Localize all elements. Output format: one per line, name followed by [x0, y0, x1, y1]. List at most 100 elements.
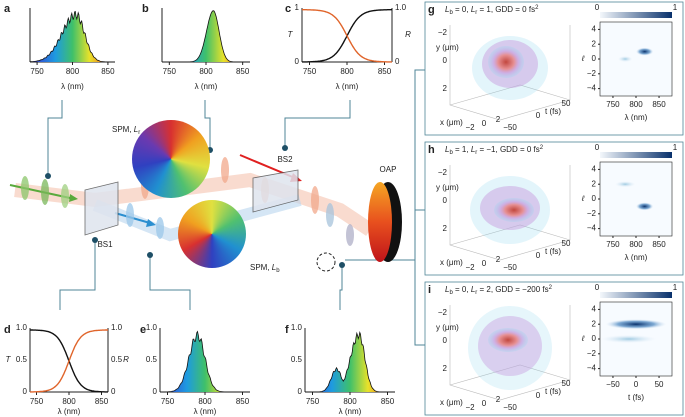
colorbar — [600, 292, 672, 298]
y2-tick-label: 0 — [395, 57, 400, 66]
x-tick-label: 850 — [381, 397, 395, 406]
y-tick-label: 0 — [443, 196, 448, 205]
reflection-curve — [30, 329, 108, 393]
x-tick-label: 0 — [482, 399, 487, 408]
subscript: b — [449, 150, 453, 156]
x-tick-label: 750 — [163, 67, 177, 76]
x-tick-label: 750 — [161, 397, 175, 406]
t-axis-label: t (fs) — [545, 247, 561, 256]
spectrum-fill — [160, 331, 250, 392]
subscript: b — [449, 290, 453, 296]
x-tick-label: −50 — [606, 380, 620, 389]
x-axis-label: t (fs) — [628, 393, 644, 402]
panel-label: b — [142, 3, 149, 15]
spectrum-outline — [160, 330, 250, 393]
y-tick-label: −2 — [587, 349, 597, 358]
panel-title: Lb​ = 0, Lr​ = 1, GDD = 0 fs2​ — [445, 5, 539, 16]
y-tick-label: −2 — [438, 168, 448, 177]
y-tick-label: 2 — [443, 364, 448, 373]
colorbar-label: 1 — [673, 3, 678, 12]
y2-tick-label: 0 — [111, 387, 116, 396]
x-axis-label: λ (nm) — [61, 82, 84, 91]
x-axis-label: λ (nm) — [58, 407, 81, 416]
label-text: = 1, GDD = 0 fs — [477, 5, 535, 14]
y-tick-label: 4 — [592, 25, 597, 34]
label-text: SPM, — [250, 263, 272, 272]
y-tick-label: −4 — [587, 364, 597, 373]
x-tick-label: 800 — [198, 397, 212, 406]
x-tick-label: 2 — [496, 255, 501, 264]
y-tick-label: −4 — [587, 84, 597, 93]
panel-label: i — [428, 284, 431, 296]
spm-plate-r — [132, 120, 210, 198]
subscript: r — [475, 290, 477, 296]
t-tick-label: −50 — [503, 263, 517, 272]
panel-label: d — [4, 324, 11, 336]
x-tick-label: 750 — [606, 100, 620, 109]
y-tick-label: 1.0 — [16, 323, 28, 332]
y-axis-label: ℓ — [581, 54, 585, 63]
heatmap-cell — [601, 335, 657, 343]
label-text: L — [471, 5, 475, 14]
colorbar-label: 0 — [595, 3, 600, 12]
y2-axis-title: R — [123, 355, 129, 364]
panel-label: a — [4, 3, 11, 15]
panel-title: Lb​ = 0, Lr​ = 2, GDD = −200 fs2​ — [445, 285, 553, 296]
x-tick-label: 850 — [236, 397, 250, 406]
t-tick-label: 50 — [562, 99, 571, 108]
y-tick-label: 0 — [23, 387, 28, 396]
y-tick-label: 0 — [443, 56, 448, 65]
y-axis-label: y (μm) — [436, 183, 459, 192]
intensity-isosurface — [488, 328, 528, 352]
panel-label: c — [285, 3, 291, 15]
x-tick-label: 800 — [629, 240, 643, 249]
t-axis-label: t (fs) — [545, 387, 561, 396]
heatmap-cell — [636, 47, 654, 56]
panel-frame — [424, 281, 684, 416]
x-tick-label: 2 — [496, 395, 501, 404]
y-tick-label: 0 — [592, 194, 597, 203]
t-tick-label: 50 — [562, 379, 571, 388]
y-axis-title: T — [288, 30, 294, 39]
spectrum-fill — [305, 332, 395, 392]
x-axis-label: x (μm) — [440, 118, 463, 127]
x-tick-label: 800 — [343, 397, 357, 406]
beamsplitter-1 — [84, 181, 119, 236]
x-axis-label: λ (nm) — [195, 82, 218, 91]
beamsplitter-2 — [252, 169, 299, 213]
x-tick-label: 850 — [652, 240, 666, 249]
panel-label: e — [140, 324, 146, 336]
x-tick-label: 750 — [30, 397, 44, 406]
colorbar — [600, 152, 672, 158]
label-text: L — [445, 285, 449, 294]
x-tick-label: 850 — [378, 67, 392, 76]
panel-frame — [424, 141, 684, 276]
heatmap-cell — [618, 56, 633, 62]
y2-axis-title: R — [405, 30, 411, 39]
spectrum-outline — [162, 10, 250, 63]
spectrum-outline — [29, 10, 115, 63]
x-axis-label: λ (nm) — [625, 113, 648, 122]
subscript: r — [475, 10, 477, 16]
y-tick-label: 2 — [592, 319, 597, 328]
x-tick-label: 750 — [606, 240, 620, 249]
y-axis-label: y (μm) — [436, 323, 459, 332]
x-tick-label: −2 — [465, 403, 475, 412]
superscript: 2 — [549, 285, 553, 291]
panel-frame — [424, 1, 684, 136]
x-tick-label: 800 — [66, 67, 80, 76]
x-tick-label: 850 — [101, 67, 115, 76]
x-axis-label: x (μm) — [440, 258, 463, 267]
x-tick-label: 750 — [30, 67, 44, 76]
y-tick-label: 0 — [592, 54, 597, 63]
y-tick-label: 2 — [592, 39, 597, 48]
x-axis-label: x (μm) — [440, 398, 463, 407]
heatmap-cell — [636, 202, 654, 211]
panel-label: h — [428, 144, 435, 156]
y-axis-label: y (μm) — [436, 43, 459, 52]
x-tick-label: 800 — [340, 67, 354, 76]
connectors — [47, 69, 425, 346]
x-tick-label: 800 — [62, 397, 76, 406]
